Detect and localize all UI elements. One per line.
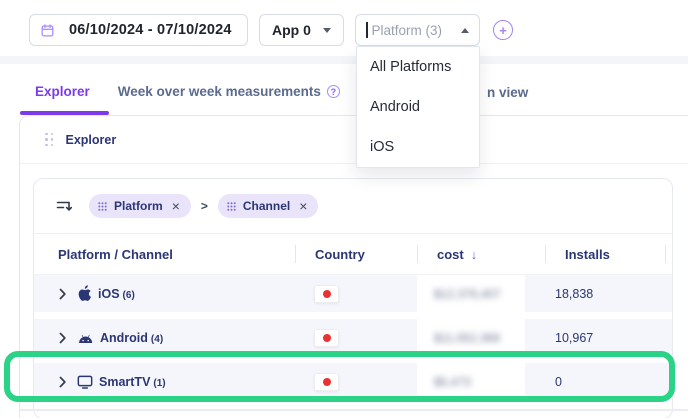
- panel-header: Explorer: [20, 116, 688, 164]
- date-range-value: 06/10/2024 - 07/10/2024: [69, 22, 232, 38]
- active-tab-indicator: [20, 111, 109, 115]
- row-platform-name: iOS: [98, 286, 120, 301]
- row-child-count: (4): [150, 334, 164, 345]
- column-divider: [295, 245, 296, 263]
- platform-filter-input[interactable]: Platform (3): [355, 14, 480, 46]
- text-cursor: [366, 22, 368, 38]
- chip-label: Platform: [114, 199, 163, 213]
- tab-week-over-week[interactable]: Week over week measurements ?: [118, 84, 340, 99]
- toolbar: 06/10/2024 - 07/10/2024 App 0 Platform (…: [29, 14, 513, 46]
- dropdown-option-ios[interactable]: iOS: [370, 139, 395, 155]
- platform-filter-label: Platform (3): [371, 22, 443, 38]
- chip-separator: >: [200, 199, 208, 213]
- row-child-count: (6): [122, 290, 135, 301]
- close-icon[interactable]: ×: [171, 198, 180, 214]
- chip-platform[interactable]: Platform ×: [89, 194, 191, 218]
- chip-channel[interactable]: Channel ×: [217, 194, 319, 218]
- panel-title: Explorer: [65, 132, 117, 147]
- cost-value-blurred: $5,473: [434, 374, 471, 389]
- apple-icon: [77, 285, 92, 302]
- japan-flag-icon: [314, 372, 339, 391]
- cost-cell: $11,052,369: [417, 319, 525, 356]
- sort-desc-icon[interactable]: ↓: [470, 246, 478, 262]
- expand-chevron-icon[interactable]: [59, 332, 67, 344]
- table-row-smarttv[interactable]: SmartTV (1) $5,473 0: [34, 363, 672, 400]
- expand-chevron-icon[interactable]: [59, 376, 67, 388]
- tab-explorer[interactable]: Explorer: [35, 84, 90, 99]
- installs-value: 18,838: [555, 286, 594, 301]
- column-header-platform-channel[interactable]: Platform / Channel: [58, 246, 173, 262]
- chip-label: Channel: [242, 199, 291, 213]
- tab-partially-hidden[interactable]: n view: [487, 85, 529, 100]
- table-card: Platform × > Channel × Platform / Channe…: [33, 178, 673, 418]
- dropdown-option-android[interactable]: Android: [370, 99, 420, 115]
- date-range-picker[interactable]: 06/10/2024 - 07/10/2024: [29, 14, 248, 46]
- calendar-icon: [40, 23, 55, 38]
- dropdown-option-all-platforms[interactable]: All Platforms: [370, 59, 452, 75]
- row-platform-name: Android: [100, 330, 148, 345]
- platform-dropdown-menu: All Platforms Android iOS: [356, 46, 480, 168]
- explorer-panel: Explorer Platform × >: [19, 115, 688, 418]
- close-icon[interactable]: ×: [299, 198, 308, 214]
- japan-flag-icon: [314, 284, 339, 303]
- table-header: Platform / Channel Country cost ↓ Instal…: [34, 234, 672, 275]
- cost-cell: $12,376,407: [417, 275, 525, 312]
- plus-icon: +: [499, 22, 507, 38]
- japan-flag-icon: [314, 328, 339, 347]
- column-header-cost[interactable]: cost ↓: [437, 246, 478, 262]
- app-selector[interactable]: App 0: [259, 14, 344, 46]
- grid-dots-icon: [227, 201, 236, 211]
- hierarchy-icon[interactable]: [55, 199, 72, 214]
- column-divider: [545, 245, 546, 263]
- column-divider: [665, 245, 666, 263]
- android-icon: [77, 332, 94, 344]
- help-icon[interactable]: ?: [326, 85, 340, 98]
- cost-value-blurred: $11,052,369: [434, 330, 500, 345]
- installs-value: 10,967: [555, 330, 594, 345]
- installs-value: 0: [555, 374, 562, 389]
- cost-cell: $5,473: [417, 363, 525, 400]
- dimension-chips-row: Platform × > Channel ×: [34, 179, 672, 234]
- table-row-ios[interactable]: iOS (6) $12,376,407 18,838: [34, 275, 672, 312]
- column-divider: [417, 245, 418, 263]
- row-platform-name: SmartTV: [99, 374, 151, 389]
- expand-chevron-icon[interactable]: [59, 288, 67, 300]
- column-header-installs[interactable]: Installs: [565, 246, 610, 262]
- row-child-count: (1): [153, 378, 166, 389]
- table-row-android[interactable]: Android (4) $11,052,369 10,967: [34, 319, 672, 356]
- chevron-down-icon: [323, 27, 331, 33]
- cost-value-blurred: $12,376,407: [434, 286, 501, 301]
- drag-handle-icon[interactable]: [45, 132, 54, 147]
- add-filter-button[interactable]: +: [493, 20, 513, 40]
- column-header-country[interactable]: Country: [315, 246, 365, 262]
- grid-dots-icon: [98, 201, 107, 211]
- section-divider: [0, 56, 688, 64]
- app-selector-label: App 0: [272, 22, 311, 38]
- chevron-up-icon: [461, 27, 469, 33]
- tab-bar: Explorer Week over week measurements ?: [35, 84, 340, 99]
- smarttv-icon: [77, 375, 93, 389]
- row-divider: [19, 409, 688, 411]
